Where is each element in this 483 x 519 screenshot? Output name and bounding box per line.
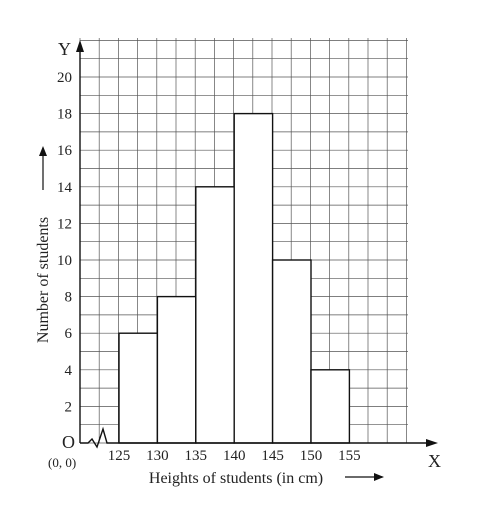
origin-coordinates: (0, 0) — [48, 455, 76, 470]
y-axis-letter: Y — [58, 39, 71, 59]
histogram-bar-130-135 — [156, 295, 197, 444]
y-tick-label: 20 — [57, 70, 72, 86]
x-tick-label: 135 — [185, 448, 208, 464]
x-tick-label: 150 — [300, 448, 323, 464]
x-tick-label: 140 — [223, 448, 246, 464]
bars — [118, 112, 351, 444]
y-tick-label: 2 — [65, 399, 73, 415]
x-axis-letter: X — [428, 451, 441, 471]
y-tick-label: 18 — [57, 107, 72, 123]
x-tick-label: 155 — [338, 448, 361, 464]
x-axis-line — [80, 426, 430, 449]
y-tick-label: 16 — [57, 143, 73, 159]
histogram-bar-125-130 — [118, 332, 159, 444]
x-axis-arrowhead — [426, 439, 438, 447]
y-tick-label: 12 — [57, 216, 72, 232]
y-tick-label: 6 — [65, 326, 73, 342]
x-axis-title: Heights of students (in cm) — [149, 470, 323, 487]
histogram-bar-145-150 — [271, 259, 312, 444]
y-tick-label: 4 — [65, 363, 73, 379]
y-axis-title: Number of students — [35, 217, 52, 343]
x-tick-label: 125 — [108, 448, 131, 464]
x-axis-title-group: Heights of students (in cm) — [149, 470, 384, 487]
y-tick-label: 14 — [57, 180, 73, 196]
x-title-arrowhead — [374, 473, 384, 481]
histogram-bar-150-155 — [310, 369, 351, 444]
x-tick-labels: 125 130 135 140 145 150 155 — [108, 448, 361, 464]
histogram-bar-140-145 — [233, 112, 274, 444]
x-tick-label: 130 — [146, 448, 169, 464]
histogram-bar-135-140 — [195, 186, 235, 444]
y-tick-label: 10 — [57, 253, 72, 269]
y-tick-labels: 2 4 6 8 10 12 14 16 18 20 — [57, 70, 73, 415]
axes — [76, 40, 438, 449]
y-tick-label: 8 — [65, 290, 73, 306]
y-axis-arrowhead — [76, 40, 84, 52]
x-tick-label: 145 — [261, 448, 284, 464]
origin-label: O — [62, 432, 75, 452]
y-axis-title-group: Number of students — [35, 146, 52, 343]
y-title-arrowhead — [39, 146, 47, 156]
